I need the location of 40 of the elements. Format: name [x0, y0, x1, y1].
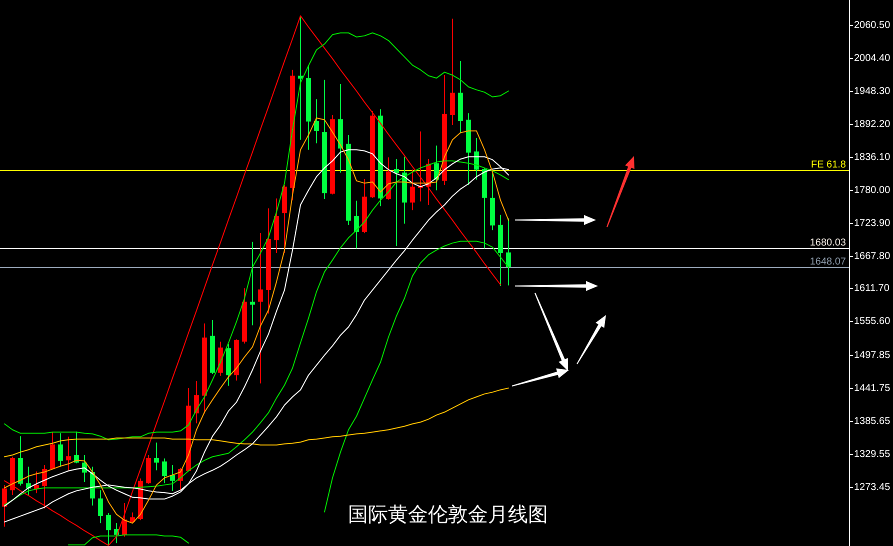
y-tick-label: 1441.75: [854, 383, 891, 394]
y-tick-label: 1385.65: [854, 416, 891, 427]
ref-line-label: FE 61.8: [810, 160, 846, 170]
candlestick: [258, 232, 263, 384]
y-tick-label: 1892.20: [854, 119, 891, 130]
y-tick-label: 1329.55: [854, 449, 891, 460]
candlestick: [194, 380, 199, 424]
line-series: [4, 388, 509, 458]
y-tick-label: 1497.85: [854, 350, 891, 361]
ref-line-label: 1680.03: [810, 238, 846, 248]
candlestick: [130, 512, 135, 524]
candlestick: [58, 432, 63, 468]
ref-line-label: 1648.07: [810, 256, 846, 268]
y-tick-label: 1723.90: [854, 218, 891, 229]
candlestick: [98, 490, 103, 524]
candlestick: [66, 436, 71, 471]
y-tick-label: 1611.70: [854, 283, 890, 294]
y-tick-label: 1780.00: [854, 185, 891, 196]
y-tick-label: 1273.45: [854, 482, 891, 493]
candlestick: [450, 18, 455, 126]
candlestick: [410, 169, 415, 211]
candlestick: [506, 218, 511, 286]
candlestick: [354, 200, 359, 249]
candlestick: [170, 464, 175, 492]
y-tick-label: 1555.60: [854, 316, 891, 327]
candlestick: [2, 484, 7, 528]
line-series: [4, 32, 509, 440]
candlestick: [122, 502, 127, 538]
y-tick-label: 2060.50: [854, 20, 891, 31]
candlestick: [394, 158, 399, 246]
candlestick: [314, 98, 319, 144]
text: 国际黄金伦敦金月线图: [348, 504, 548, 526]
candlestick: [154, 442, 159, 471]
y-tick-label: 1836.10: [854, 152, 891, 163]
candlestick: [162, 458, 167, 484]
y-tick-label: 1948.30: [854, 86, 891, 97]
y-tick-label: 2004.40: [854, 53, 891, 64]
candlestick: [106, 512, 111, 546]
y-tick-label: 1667.80: [854, 251, 891, 262]
candlestick: [298, 15, 303, 140]
